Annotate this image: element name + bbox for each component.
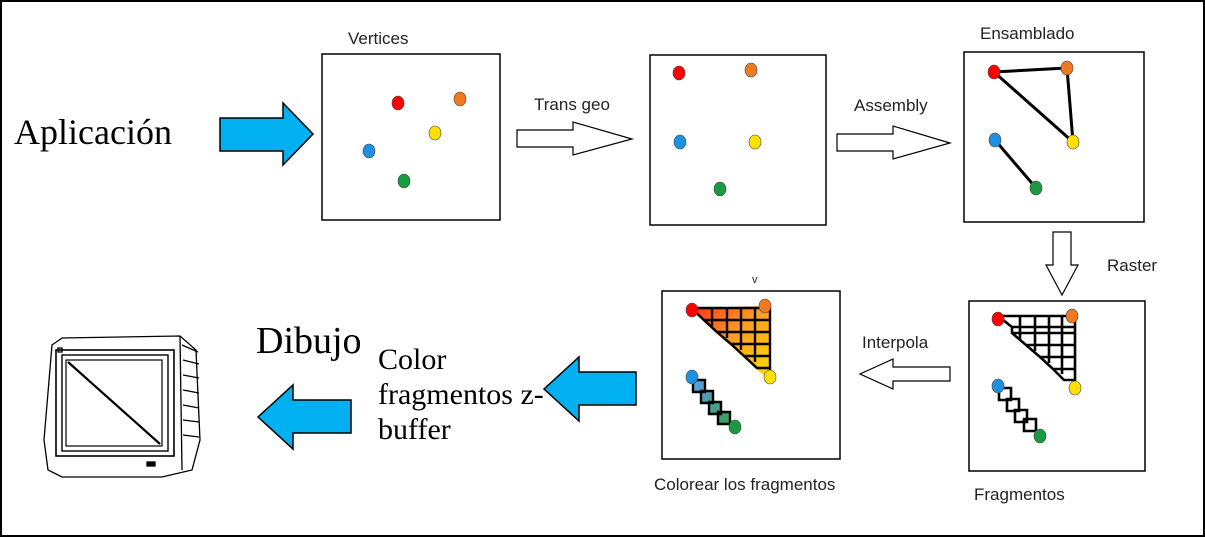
vertices-points [362, 91, 467, 189]
label-colorear-fragmentos: Colorear los fragmentos [654, 475, 836, 494]
vertex-green [1033, 428, 1047, 444]
label-color-fragmentos-zbuffer: Color fragmentos z-buffer [378, 343, 544, 446]
fragment-grid-line [997, 386, 1038, 433]
transformed-points [672, 62, 762, 197]
blue-arrow-left-1 [542, 355, 637, 423]
label-aplicacion: Aplicación [14, 112, 172, 152]
assembled-line [993, 139, 1038, 189]
label-vertices: Vertices [348, 29, 409, 48]
label-interpola: Interpola [862, 333, 929, 352]
vertex-blue [362, 143, 376, 159]
vertex-green [713, 181, 727, 197]
colored-grid-line [691, 378, 732, 426]
assembled-primitives [987, 60, 1080, 196]
label-trans-geo: Trans geo [534, 95, 610, 114]
vertex-orange [1060, 60, 1074, 76]
vertex-blue [673, 134, 687, 150]
panel-vertices [321, 53, 501, 221]
vertex-blue [991, 378, 1005, 394]
vertex-red [685, 302, 699, 318]
vertex-orange [1065, 308, 1079, 324]
vertex-blue [685, 369, 699, 385]
vertex-yellow [748, 134, 762, 150]
assembled-triangle [990, 66, 1075, 146]
vertex-red [391, 95, 405, 111]
vertex-blue [988, 132, 1002, 148]
blue-arrow-left-2 [256, 383, 352, 451]
vertex-yellow [1068, 380, 1082, 396]
vertex-orange [453, 91, 467, 107]
vertex-yellow [1066, 134, 1080, 150]
crt-monitor-icon [43, 335, 201, 478]
outline-arrow-trans [516, 121, 635, 156]
vertex-yellow [763, 369, 777, 385]
vertex-red [991, 311, 1005, 327]
outline-arrow-interpola [858, 358, 951, 390]
blue-arrow-right [219, 101, 315, 167]
raster-fragments [997, 314, 1077, 433]
vertex-red [672, 65, 686, 81]
vertex-green [728, 419, 742, 435]
colored-fragments [685, 298, 777, 435]
vertex-red [987, 64, 1001, 80]
label-raster: Raster [1107, 256, 1158, 275]
outline-arrow-assembly [836, 125, 953, 160]
label-ensamblado: Ensamblado [980, 24, 1075, 43]
vertex-orange [758, 298, 772, 314]
vertex-green [1029, 180, 1043, 196]
vertex-yellow [428, 125, 442, 141]
outline-arrow-raster [1045, 231, 1079, 297]
vertex-orange [744, 62, 758, 78]
label-small-mark: v [752, 274, 758, 286]
label-dibujo: Dibujo [256, 320, 362, 362]
label-fragmentos: Fragmentos [974, 485, 1065, 504]
label-assembly: Assembly [854, 96, 928, 115]
vertex-green [397, 173, 411, 189]
